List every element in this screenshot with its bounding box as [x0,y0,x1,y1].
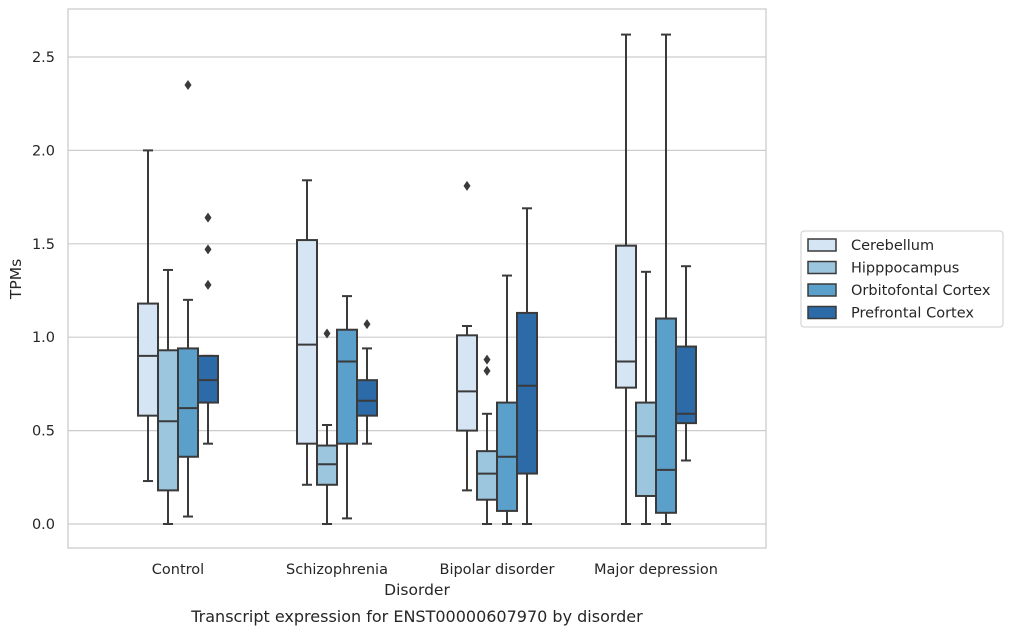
x-tick-label: Bipolar disorder [440,562,555,578]
box-prefrontal-cortex [516,207,538,525]
y-tick-label: 1.0 [32,330,55,346]
x-tick-label: Major depression [594,562,718,578]
y-tick-label: 2.5 [32,50,55,66]
outlier-point [184,80,192,91]
y-tick-labels: 0.0 0.5 1.0 1.5 2.0 2.5 [32,50,55,533]
legend-swatch [807,305,837,320]
box-iqr [516,311,538,475]
outlier-point [204,244,212,255]
y-axis-title: TPMs [7,259,25,300]
legend-swatch [807,283,837,297]
box-iqr [635,401,657,497]
box-cerebellum [456,180,478,492]
outlier-point [204,279,212,290]
legend-swatch [807,238,837,252]
legend-label: Orbitofontal Cortex [851,283,991,299]
outlier-point [363,319,371,330]
box-iqr [356,379,378,417]
legend-frame [800,230,1004,328]
outlier-point [463,180,471,191]
x-tick-labels: Control Schizophrenia Bipolar disorder Majo… [152,562,718,578]
legend-label: Prefrontal Cortex [851,306,974,322]
legend: Cerebellum Hipppocampus Orbitofontal Corte… [800,230,1004,328]
outlier-point [323,328,331,339]
box-plots [137,33,697,525]
legend-swatch [807,260,837,275]
legend-label: Cerebellum [851,238,934,254]
box-iqr [456,334,478,432]
x-axis-title: Disorder [384,581,450,599]
outlier-point [483,365,491,376]
box-iqr [615,244,637,389]
box-iqr [336,328,358,445]
y-tick-label: 0.0 [32,517,55,533]
box-hipppocampus [157,268,179,525]
y-tick-label: 1.5 [32,237,55,253]
y-tick-label: 2.0 [32,143,55,159]
plot-frame [67,8,767,549]
box-orbitofontal-cortex [496,274,518,525]
chart-caption: Transcript expression for ENST0000060797… [190,607,643,626]
box-hipppocampus [316,328,338,525]
box-cerebellum [296,179,318,486]
box-prefrontal-cortex [675,265,697,462]
y-tick-label: 0.5 [32,424,55,440]
box-iqr [296,239,318,445]
outlier-point [483,354,491,365]
outlier-point [204,212,212,223]
box-cerebellum [137,149,159,483]
box-cerebellum [615,33,637,525]
box-prefrontal-cortex [356,319,378,445]
box-orbitofontal-cortex [177,80,199,518]
box-iqr [476,450,498,501]
box-prefrontal-cortex [197,212,219,445]
x-tick-label: Control [152,562,204,578]
legend-label: Hipppocampus [851,261,959,277]
box-iqr [137,302,159,417]
box-iqr [675,345,697,425]
box-iqr [177,347,199,458]
x-tick-label: Schizophrenia [286,562,388,578]
box-hipppocampus [476,354,498,525]
box-iqr [655,317,677,514]
box-orbitofontal-cortex [655,33,677,525]
